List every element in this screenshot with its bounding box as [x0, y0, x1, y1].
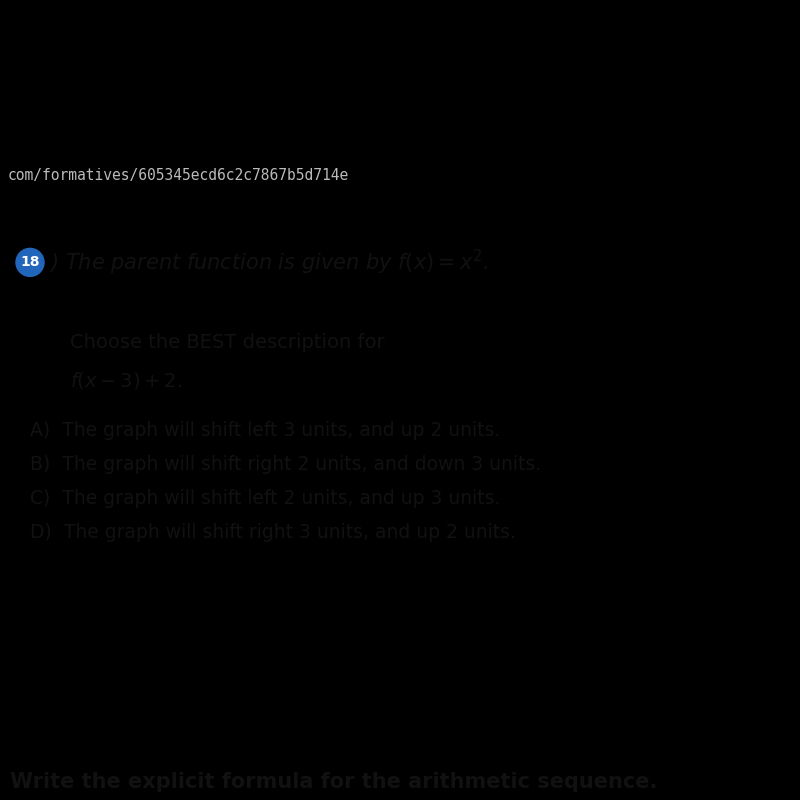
Text: D)  The graph will shift right 3 units, and up 2 units.: D) The graph will shift right 3 units, a…: [30, 523, 516, 542]
Circle shape: [16, 249, 44, 277]
Text: com/formatives/605345ecd6c2c7867b5d714e: com/formatives/605345ecd6c2c7867b5d714e: [8, 168, 350, 182]
Text: Write the explicit formula for the arithmetic sequence.: Write the explicit formula for the arith…: [10, 772, 658, 792]
Text: A)  The graph will shift left 3 units, and up 2 units.: A) The graph will shift left 3 units, an…: [30, 421, 500, 440]
Text: Choose the BEST description for: Choose the BEST description for: [70, 333, 385, 352]
Text: ) The parent function is given by $f(x) = x^2$.: ) The parent function is given by $f(x) …: [49, 248, 488, 277]
Text: 18: 18: [20, 255, 40, 270]
Text: $f(x - 3) + 2.$: $f(x - 3) + 2.$: [70, 370, 182, 391]
Text: C)  The graph will shift left 2 units, and up 3 units.: C) The graph will shift left 2 units, an…: [30, 489, 500, 508]
Text: B)  The graph will shift right 2 units, and down 3 units.: B) The graph will shift right 2 units, a…: [30, 455, 541, 474]
